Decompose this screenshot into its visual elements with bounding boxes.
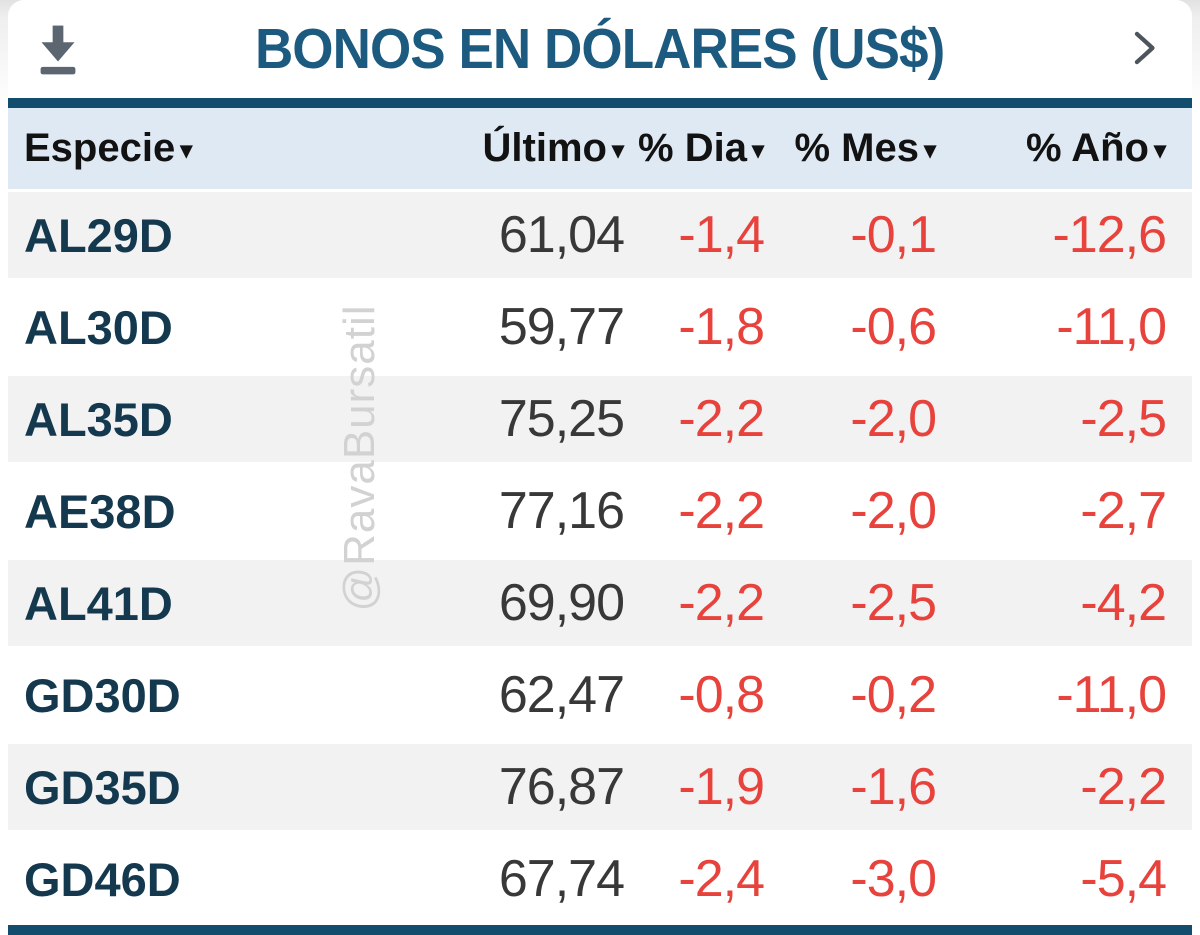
cell-pct-anio: -2,7 [1080,482,1167,540]
cell-ultimo: 77,16 [498,482,625,540]
table-row-gd30d[interactable]: GD30D 62,47 -0,8 -0,2 -11,0 [8,649,1192,741]
cell-pct-dia: -1,8 [678,298,765,356]
cell-pct-dia: -2,2 [678,482,765,540]
sort-desc-icon: ▾ [1153,137,1166,164]
column-label: Especie [24,126,176,170]
bottom-divider [8,925,1192,935]
column-label: Último [482,126,607,170]
cell-especie: AL30D [24,300,173,354]
chevron-right-icon [1134,31,1155,65]
cell-especie: GD46D [24,852,181,906]
table-body: AL29D 61,04 -1,4 -0,1 -12,6 AL30D 59,77 … [8,189,1192,925]
cell-pct-anio: -5,4 [1080,850,1167,908]
download-icon [40,25,76,75]
cell-pct-anio: -4,2 [1080,574,1167,632]
cell-pct-dia: -1,9 [678,758,765,816]
table-row-al30d[interactable]: AL30D 59,77 -1,8 -0,6 -11,0 [8,281,1192,373]
cell-pct-mes: -2,0 [850,390,937,448]
cell-pct-mes: -3,0 [850,850,937,908]
cell-ultimo: 59,77 [498,298,625,356]
cell-especie: GD30D [24,668,181,722]
column-header-pct-dia[interactable]: % Dia ▾ [624,126,764,171]
sort-desc-icon: ▾ [751,137,764,164]
sort-desc-icon: ▾ [180,137,193,164]
cell-pct-mes: -2,5 [850,574,937,632]
table-row-gd46d[interactable]: GD46D 67,74 -2,4 -3,0 -5,4 [8,833,1192,925]
cell-ultimo: 76,87 [498,758,625,816]
cell-ultimo: 62,47 [498,666,625,724]
sort-desc-icon: ▾ [923,137,936,164]
cell-pct-mes: -0,6 [850,298,937,356]
cell-ultimo: 67,74 [498,850,625,908]
column-label: % Mes [794,126,919,170]
cell-pct-dia: -0,8 [678,666,765,724]
column-label: % Año [1026,126,1149,170]
cell-pct-mes: -1,6 [850,758,937,816]
cell-pct-anio: -11,0 [1056,298,1167,356]
cell-ultimo: 61,04 [498,206,625,264]
cell-pct-dia: -2,2 [678,574,765,632]
cell-especie: AL29D [24,208,173,262]
cell-pct-anio: -2,5 [1080,390,1167,448]
column-header-pct-mes[interactable]: % Mes ▾ [764,126,936,171]
bonos-panel: BONOS EN DÓLARES (US$) Especie ▾ Último ▾ … [8,0,1192,935]
cell-pct-mes: -0,2 [850,666,937,724]
table-row-gd35d[interactable]: GD35D 76,87 -1,9 -1,6 -2,2 [8,741,1192,833]
cell-pct-mes: -2,0 [850,482,937,540]
cell-pct-dia: -2,2 [678,390,765,448]
cell-especie: AL35D [24,392,173,446]
panel-title: BONOS EN DÓLARES (US$) [255,17,945,81]
cell-ultimo: 75,25 [498,390,625,448]
cell-especie: AE38D [24,484,176,538]
column-header-pct-anio[interactable]: % Año ▾ [936,126,1192,171]
sort-desc-icon: ▾ [611,137,624,164]
table-header-row: Especie ▾ Último ▾ % Dia ▾ % Mes ▾ % Año ▾ [8,108,1192,189]
next-panel-button[interactable] [1122,18,1166,78]
table-row-al41d[interactable]: AL41D 69,90 -2,2 -2,5 -4,2 [8,557,1192,649]
panel-header: BONOS EN DÓLARES (US$) [8,0,1192,98]
cell-ultimo: 69,90 [498,574,625,632]
download-button[interactable] [24,14,92,84]
cell-especie: GD35D [24,760,181,814]
cell-pct-dia: -1,4 [678,206,765,264]
top-divider [8,98,1192,108]
cell-especie: AL41D [24,576,173,630]
cell-pct-dia: -2,4 [678,850,765,908]
cell-pct-anio: -11,0 [1056,666,1167,724]
cell-pct-anio: -2,2 [1080,758,1167,816]
column-header-especie[interactable]: Especie ▾ [8,126,428,171]
table-row-ae38d[interactable]: AE38D 77,16 -2,2 -2,0 -2,7 [8,465,1192,557]
cell-pct-anio: -12,6 [1052,206,1167,264]
cell-pct-mes: -0,1 [850,206,937,264]
table-row-al35d[interactable]: AL35D 75,25 -2,2 -2,0 -2,5 [8,373,1192,465]
column-header-ultimo[interactable]: Último ▾ [428,126,624,171]
column-label: % Dia [638,126,747,170]
table-row-al29d[interactable]: AL29D 61,04 -1,4 -0,1 -12,6 [8,189,1192,281]
